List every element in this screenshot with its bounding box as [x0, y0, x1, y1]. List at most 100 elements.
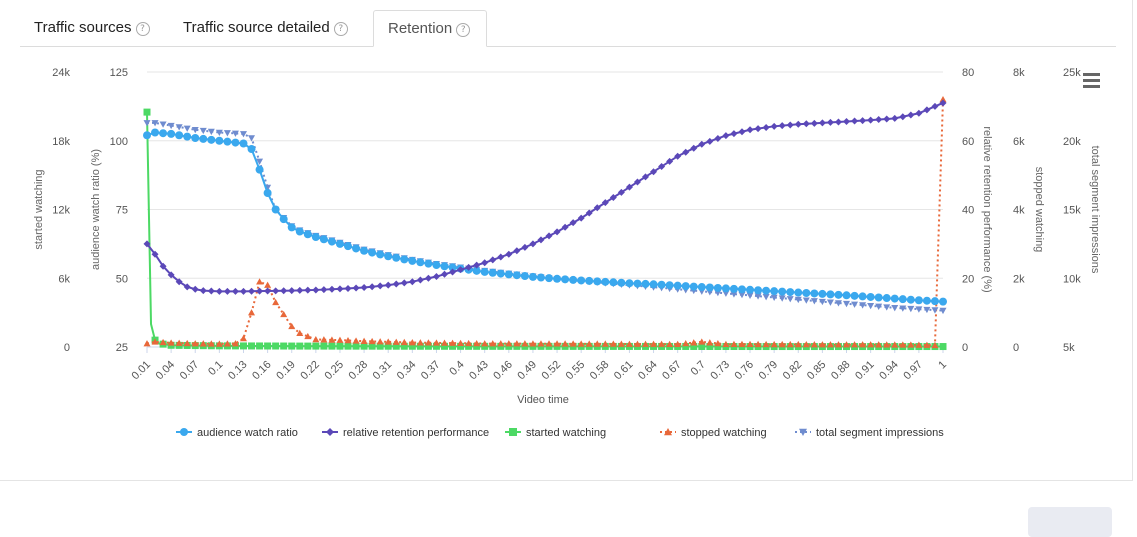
data-point	[199, 287, 207, 295]
data-point	[939, 307, 947, 315]
y-tick-label: 40	[962, 205, 974, 217]
y-axis-title: total segment impressions	[1089, 146, 1101, 274]
x-tick-label: 1	[936, 359, 949, 372]
data-point	[794, 288, 803, 297]
data-point	[440, 339, 448, 346]
data-point	[248, 135, 256, 142]
data-point	[907, 111, 915, 119]
data-point	[818, 341, 826, 348]
data-point	[802, 289, 811, 298]
data-point	[843, 118, 851, 125]
y-tick-label: 5k	[1063, 342, 1075, 354]
data-point	[730, 130, 738, 138]
y-tick-label: 0	[64, 342, 70, 354]
data-point	[786, 288, 795, 297]
data-point	[593, 204, 601, 212]
data-point	[400, 342, 408, 350]
help-icon[interactable]: ?	[333, 22, 348, 36]
data-point	[457, 339, 465, 347]
data-point	[746, 292, 754, 299]
data-point	[569, 219, 577, 227]
data-point	[601, 340, 609, 347]
data-point	[633, 279, 642, 288]
data-point	[851, 301, 859, 308]
y-tick-label: 4k	[1013, 205, 1025, 217]
data-point	[625, 183, 633, 191]
data-point	[400, 279, 408, 287]
data-point	[714, 134, 722, 142]
data-point	[810, 341, 818, 348]
data-point	[536, 273, 545, 282]
data-point	[223, 130, 231, 137]
legend-label: audience watch ratio	[197, 427, 298, 439]
data-point	[457, 266, 465, 274]
tab-traffic-sources[interactable]: Traffic sources?	[34, 10, 150, 46]
data-point	[264, 281, 272, 288]
x-tick-label: 0.19	[274, 359, 298, 383]
x-tick-label: 0.49	[515, 359, 539, 383]
x-tick-label: 0.85	[805, 359, 829, 383]
data-point	[509, 428, 517, 436]
data-point	[336, 336, 344, 343]
series-line	[146, 112, 943, 348]
data-point	[416, 258, 425, 267]
data-point	[617, 188, 625, 196]
data-point	[673, 281, 682, 290]
data-point	[722, 132, 730, 140]
y-axis-title: audience watch ratio (%)	[90, 149, 102, 270]
data-point	[883, 304, 891, 311]
data-point	[843, 300, 851, 308]
data-point	[416, 276, 424, 284]
data-point	[311, 233, 320, 241]
data-point	[489, 340, 497, 347]
tab-retention[interactable]: Retention?	[373, 10, 487, 47]
tab-traffic-source-detailed[interactable]: Traffic source detailed?	[183, 10, 348, 46]
x-tick-label: 0.1	[206, 359, 225, 378]
data-point	[922, 296, 931, 305]
help-icon[interactable]: ?	[456, 23, 471, 37]
data-point	[657, 280, 666, 289]
data-point	[939, 96, 947, 103]
x-tick-label: 0.16	[250, 359, 274, 383]
data-point	[231, 138, 240, 147]
data-point	[593, 277, 602, 286]
data-point	[746, 126, 754, 134]
data-point	[617, 278, 626, 287]
data-point	[786, 340, 794, 348]
y-tick-label: 0	[1013, 342, 1019, 354]
x-tick-label: 0.88	[829, 359, 853, 383]
data-point	[295, 227, 304, 236]
data-point	[617, 340, 625, 347]
data-point	[899, 113, 907, 121]
data-point	[296, 342, 304, 350]
data-point	[432, 342, 440, 350]
data-point	[609, 278, 618, 287]
data-point	[280, 287, 288, 295]
data-point	[336, 342, 344, 350]
data-point	[400, 338, 408, 346]
legend-label: stopped watching	[681, 427, 767, 439]
data-point	[167, 122, 175, 130]
x-tick-label: 0.43	[467, 359, 491, 383]
data-point	[424, 342, 432, 350]
help-icon[interactable]: ?	[135, 22, 150, 36]
data-point	[159, 262, 167, 270]
data-point	[488, 268, 497, 277]
x-tick-label: 0.67	[660, 359, 684, 383]
data-point	[449, 268, 457, 276]
data-point	[191, 285, 199, 293]
data-point	[778, 295, 786, 302]
data-point	[867, 341, 875, 348]
y-tick-label: 50	[116, 273, 128, 285]
hamburger-menu-icon[interactable]	[1083, 73, 1100, 88]
data-point	[545, 340, 553, 347]
data-point	[312, 335, 320, 343]
x-tick-label: 0.76	[733, 359, 757, 383]
footer-button[interactable]	[1028, 507, 1112, 537]
data-point	[288, 342, 296, 350]
data-point	[239, 287, 247, 295]
data-point	[376, 342, 384, 350]
data-point	[223, 137, 232, 146]
data-point	[690, 144, 698, 152]
data-point	[923, 341, 931, 348]
